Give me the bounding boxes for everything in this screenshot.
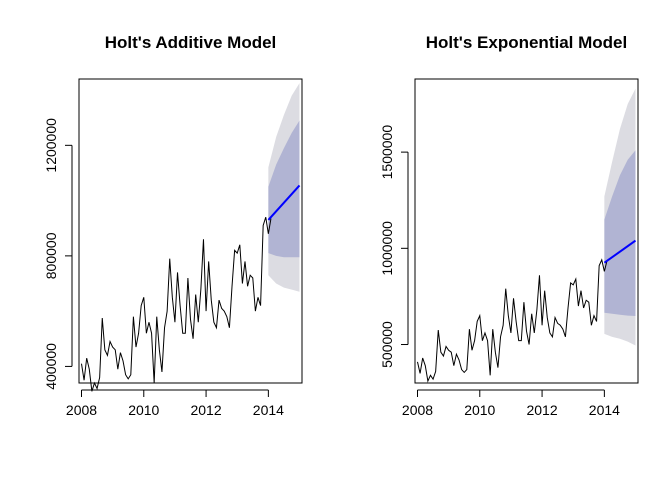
additive-y-tick-label: 1200000 bbox=[43, 118, 59, 173]
exponential-x-tick-label: 2008 bbox=[402, 402, 433, 418]
exponential-x-tick-label: 2010 bbox=[464, 402, 495, 418]
additive-y-tick-label: 800000 bbox=[43, 232, 59, 279]
additive-inner-interval-band bbox=[268, 120, 300, 258]
exponential-observed-line bbox=[417, 258, 608, 383]
exponential-y-tick-label: 1000000 bbox=[379, 221, 395, 276]
exponential-y-tick-label: 1500000 bbox=[379, 125, 395, 180]
additive-plot-frame bbox=[78, 78, 303, 384]
exponential-forecast-line bbox=[603, 239, 637, 264]
exponential-x-tick-label: 2014 bbox=[589, 402, 620, 418]
additive-chart-title: Holt's Additive Model bbox=[105, 33, 277, 52]
exponential-x-tick-label: 2012 bbox=[526, 402, 557, 418]
additive-x-tick-label: 2012 bbox=[190, 402, 221, 418]
exponential-model-panel: Holt's Exponential Model 2008 2010 2012 2014… bbox=[379, 33, 639, 418]
additive-model-panel: Holt's Additive Model 2008 2010 2012 2014 400… bbox=[43, 33, 303, 418]
additive-x-tick-label: 2014 bbox=[253, 402, 284, 418]
additive-forecast-line bbox=[267, 184, 301, 221]
additive-x-tick-label: 2008 bbox=[66, 402, 97, 418]
exponential-plot-frame bbox=[414, 78, 639, 384]
exponential-chart-title: Holt's Exponential Model bbox=[426, 33, 627, 52]
exponential-inner-interval-band bbox=[604, 150, 636, 317]
additive-y-tick-label: 400000 bbox=[43, 343, 59, 390]
exponential-y-tick-label: 500000 bbox=[379, 321, 395, 368]
additive-x-tick-label: 2010 bbox=[128, 402, 159, 418]
additive-observed-line bbox=[80, 217, 272, 392]
